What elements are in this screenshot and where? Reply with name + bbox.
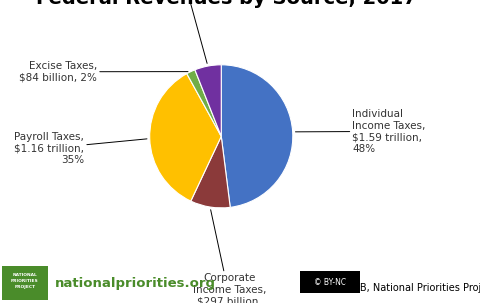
Wedge shape xyxy=(221,65,292,207)
Wedge shape xyxy=(186,70,221,136)
Text: PROJECT: PROJECT xyxy=(14,285,36,289)
Wedge shape xyxy=(194,65,221,136)
Text: Individual
Income Taxes,
$1.59 trillion,
48%: Individual Income Taxes, $1.59 trillion,… xyxy=(295,109,425,154)
Wedge shape xyxy=(149,74,221,201)
Text: Corporate
Income Taxes,
$297 billion,
9%: Corporate Income Taxes, $297 billion, 9% xyxy=(192,210,265,303)
Text: Excise Taxes,
$84 billion, 2%: Excise Taxes, $84 billion, 2% xyxy=(19,61,188,82)
FancyBboxPatch shape xyxy=(300,271,359,293)
Title: Federal Revenues by Source, 2017: Federal Revenues by Source, 2017 xyxy=(36,0,416,8)
Wedge shape xyxy=(191,136,230,208)
Text: Source: OMB, National Priorities Project: Source: OMB, National Priorities Project xyxy=(303,283,480,293)
Text: © BY-NC: © BY-NC xyxy=(313,278,345,287)
FancyBboxPatch shape xyxy=(2,266,48,300)
Text: nationalpriorities.org: nationalpriorities.org xyxy=(54,277,215,290)
Text: Payroll Taxes,
$1.16 trillion,
35%: Payroll Taxes, $1.16 trillion, 35% xyxy=(14,132,147,165)
Text: Other, $186
billion, 6%: Other, $186 billion, 6% xyxy=(155,0,217,63)
Text: NATIONAL: NATIONAL xyxy=(12,273,37,277)
Text: PRIORITIES: PRIORITIES xyxy=(11,279,39,283)
